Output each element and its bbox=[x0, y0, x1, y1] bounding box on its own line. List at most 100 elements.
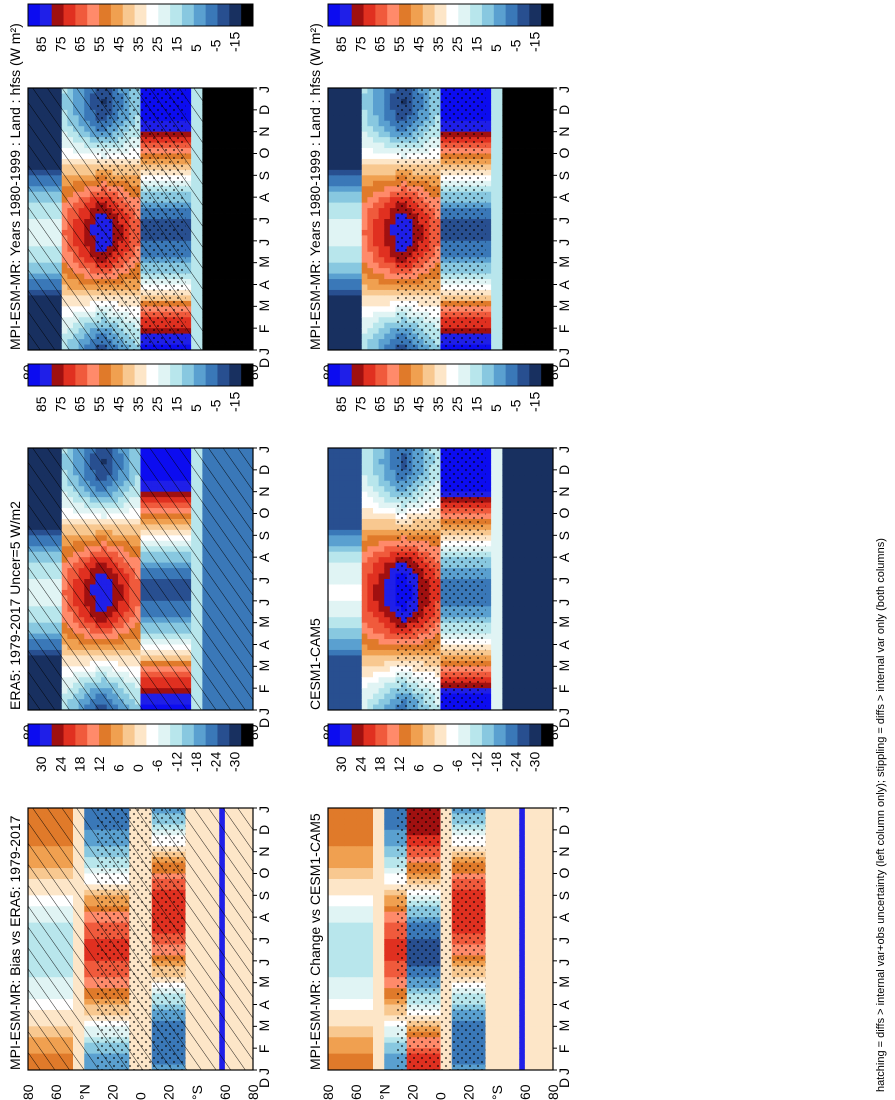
month-label: J bbox=[256, 446, 272, 453]
colorbar-label: 15 bbox=[169, 36, 185, 52]
month-label: M bbox=[256, 660, 272, 672]
colorbar-segment bbox=[170, 364, 183, 386]
colorbar-label: 65 bbox=[72, 36, 88, 52]
month-label: J bbox=[256, 348, 272, 355]
month-label: D bbox=[256, 465, 272, 475]
colorbar-segment bbox=[229, 724, 242, 746]
colorbar-segment bbox=[51, 724, 65, 746]
month-label: N bbox=[256, 127, 272, 137]
colorbar-segment bbox=[63, 4, 76, 26]
colorbar-segment bbox=[75, 724, 88, 746]
colorbar-segment bbox=[99, 4, 112, 26]
month-label: J bbox=[256, 86, 272, 93]
panel-1: 85756555453525155-5-15JFMAMJJASONDJD8060… bbox=[7, 3, 272, 380]
month-label: A bbox=[256, 552, 272, 562]
colorbar-label: 18 bbox=[72, 756, 88, 772]
colorbar-frame bbox=[27, 363, 254, 387]
month-label: S bbox=[256, 531, 272, 540]
colorbar-label: 5 bbox=[188, 404, 204, 412]
colorbar-segment bbox=[229, 4, 242, 26]
colorbar-segment bbox=[28, 364, 41, 386]
panel-title: ERA5: 1979-2017 Uncer=5 W/m2 bbox=[7, 501, 23, 710]
colorbar-segment bbox=[87, 4, 100, 26]
colorbar-segment bbox=[51, 364, 65, 386]
month-label: O bbox=[256, 508, 272, 519]
colorbar-segment bbox=[181, 364, 195, 386]
colorbar-segment bbox=[170, 4, 183, 26]
colorbar-segment bbox=[205, 724, 218, 746]
colorbar-label: -5 bbox=[207, 39, 223, 52]
colorbar-label: 75 bbox=[52, 36, 68, 52]
colorbar-label: 45 bbox=[110, 396, 126, 412]
colorbar-segment bbox=[193, 4, 207, 26]
colorbar-segment bbox=[63, 364, 76, 386]
month-label: F bbox=[256, 325, 272, 334]
colorbar-segment bbox=[193, 364, 207, 386]
month-label: M bbox=[256, 256, 272, 268]
panel-3: 30 24 18 12 6 0 -6 -12 -18 -24 -30JFMAMJJASONDJD80… bbox=[7, 723, 272, 1100]
colorbar-segment bbox=[217, 4, 230, 26]
hatching-overlay bbox=[28, 448, 253, 710]
colorbar-segment bbox=[122, 724, 136, 746]
month-label: D bbox=[256, 105, 272, 115]
panel-2: 85756555453525155-5-15JFMAMJJASONDJD8060… bbox=[7, 363, 272, 740]
colorbar-label: 85 bbox=[33, 396, 49, 412]
colorbar-segment bbox=[39, 364, 53, 386]
colorbar-segment bbox=[205, 4, 218, 26]
month-label: F bbox=[256, 685, 272, 694]
colorbar-segment bbox=[146, 4, 159, 26]
colorbar-label: 55 bbox=[91, 36, 107, 52]
month-label: J bbox=[256, 239, 272, 246]
colorbar-segment bbox=[158, 4, 171, 26]
colorbar-label: 65 bbox=[72, 396, 88, 412]
colorbar-segment bbox=[122, 4, 136, 26]
colorbar-label: 25 bbox=[149, 36, 165, 52]
month-label: S bbox=[256, 171, 272, 180]
colorbar-segment bbox=[110, 4, 124, 26]
colorbar-label: -24 bbox=[207, 752, 223, 772]
colorbar-segment bbox=[241, 364, 254, 386]
colorbar-label: -18 bbox=[188, 752, 204, 772]
colorbar-label: 35 bbox=[130, 396, 146, 412]
month-label: A bbox=[256, 280, 272, 290]
colorbar-segment bbox=[39, 4, 53, 26]
colorbar-segment bbox=[63, 724, 76, 746]
month-label: M bbox=[256, 300, 272, 312]
colorbar-segment bbox=[134, 4, 147, 26]
month-label: J bbox=[256, 599, 272, 606]
colorbar-segment bbox=[28, 724, 41, 746]
colorbar-segment bbox=[241, 4, 254, 26]
colorbar-segment bbox=[110, 724, 124, 746]
colorbar-segment bbox=[110, 364, 124, 386]
colorbar-frame bbox=[27, 3, 254, 27]
colorbar-label: 55 bbox=[91, 396, 107, 412]
colorbar-segment bbox=[241, 724, 254, 746]
colorbar-label: 6 bbox=[110, 764, 126, 772]
stippling-overlay bbox=[95, 88, 186, 350]
panel-title: MPI-ESM-MR: Years 1980-1999 : Land : hfs… bbox=[7, 23, 23, 350]
colorbar-label: -12 bbox=[169, 752, 185, 772]
month-label-start: D bbox=[256, 358, 272, 368]
colorbar-label: 35 bbox=[130, 36, 146, 52]
month-label: A bbox=[256, 640, 272, 650]
colorbar-segment bbox=[75, 4, 88, 26]
colorbar-segment bbox=[181, 724, 195, 746]
colorbar-label: -15 bbox=[227, 32, 243, 52]
colorbar-label: -5 bbox=[207, 399, 223, 412]
colorbar-segment bbox=[170, 724, 183, 746]
colorbar-segment bbox=[146, 724, 159, 746]
month-label: M bbox=[256, 616, 272, 628]
month-label: J bbox=[256, 708, 272, 715]
month-label: A bbox=[256, 192, 272, 202]
colorbar-label: 24 bbox=[52, 756, 68, 772]
colorbar-segment bbox=[87, 724, 100, 746]
month-label: N bbox=[256, 487, 272, 497]
colorbar-label: -30 bbox=[227, 752, 243, 772]
colorbar-segment bbox=[99, 724, 112, 746]
colorbar-segment bbox=[87, 364, 100, 386]
colorbar-label: 15 bbox=[169, 396, 185, 412]
colorbar-segment bbox=[122, 364, 136, 386]
colorbar-segment bbox=[39, 724, 53, 746]
colorbar-segment bbox=[134, 364, 147, 386]
